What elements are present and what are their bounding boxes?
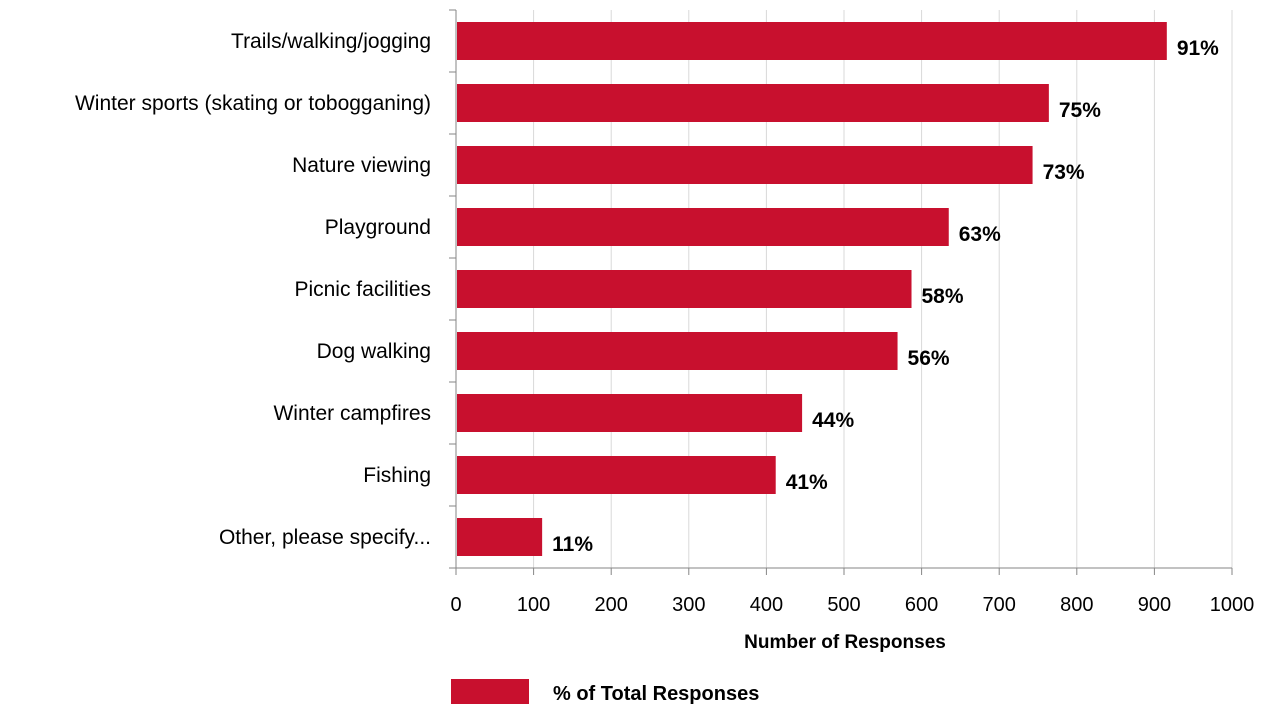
legend-label: % of Total Responses — [553, 683, 759, 704]
bar — [457, 22, 1167, 60]
category-label: Trails/walking/jogging — [231, 30, 431, 53]
data-label: 11% — [552, 533, 593, 556]
data-label: 44% — [812, 409, 854, 432]
legend: % of Total Responses — [451, 679, 759, 704]
category-label: Playground — [325, 216, 431, 239]
bar — [457, 456, 776, 494]
axes — [449, 9, 1233, 575]
x-tick-label: 700 — [983, 594, 1016, 616]
x-tick-label: 200 — [595, 594, 628, 616]
bar — [457, 394, 803, 432]
bar — [457, 84, 1049, 122]
x-tick-label: 400 — [750, 594, 783, 616]
x-tick-label: 1000 — [1210, 594, 1255, 616]
bar — [457, 518, 543, 556]
data-label: 58% — [922, 285, 964, 308]
data-labels: 91% 75% 73% 63% 58% 56% 44% 41% 11% — [552, 37, 1219, 556]
x-tick-label: 600 — [905, 594, 938, 616]
data-label: 73% — [1043, 161, 1085, 184]
category-label: Picnic facilities — [294, 278, 431, 301]
category-label: Other, please specify... — [219, 526, 431, 549]
category-label: Fishing — [363, 464, 431, 487]
bars — [457, 22, 1167, 556]
data-label: 75% — [1059, 99, 1101, 122]
x-tick-label: 100 — [517, 594, 550, 616]
x-tick-label: 900 — [1138, 594, 1171, 616]
data-label: 41% — [786, 471, 828, 494]
bar — [457, 146, 1033, 184]
category-label: Dog walking — [317, 340, 431, 363]
category-labels: Trails/walking/jogging Winter sports (ska… — [75, 30, 431, 549]
bar — [457, 270, 912, 308]
x-tick-label: 800 — [1060, 594, 1093, 616]
legend-swatch — [451, 679, 529, 704]
x-tick-label: 500 — [827, 594, 860, 616]
x-tick-labels: 0 100 200 300 400 500 600 700 800 900 1000 — [450, 594, 1254, 616]
bar — [457, 332, 898, 370]
category-label: Winter campfires — [273, 402, 431, 425]
category-label: Winter sports (skating or tobogganing) — [75, 92, 431, 115]
data-label: 63% — [959, 223, 1001, 246]
bar — [457, 208, 949, 246]
data-label: 56% — [908, 347, 950, 370]
x-tick-label: 0 — [450, 594, 461, 616]
category-label: Nature viewing — [292, 154, 431, 177]
data-label: 91% — [1177, 37, 1219, 60]
x-tick-label: 300 — [672, 594, 705, 616]
x-axis-title: Number of Responses — [744, 632, 946, 653]
